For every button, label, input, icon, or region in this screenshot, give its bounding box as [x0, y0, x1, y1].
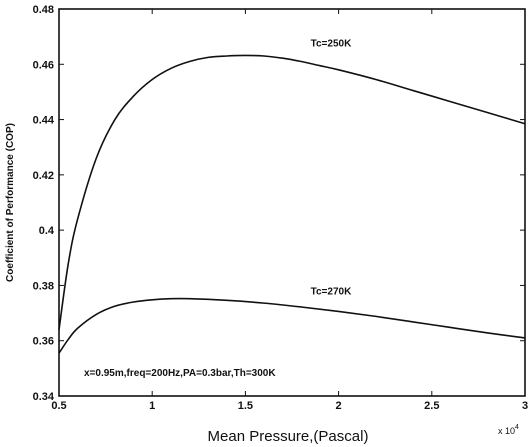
x-axis-multiplier: x 104	[498, 424, 519, 436]
y-tick-label: 0.4	[39, 225, 55, 237]
x-tick-label: 1	[149, 400, 155, 412]
y-axis-label: Coefficient of Performance (COP)	[5, 123, 16, 282]
chart-text: Coefficient of Performance (COP) Mean Pr…	[5, 123, 519, 445]
parameters-annotation: x=0.95m,freq=200Hz,PA=0.3bar,Th=300K	[84, 368, 276, 379]
y-tick-label: 0.34	[33, 391, 55, 403]
y-tick-label: 0.36	[33, 336, 54, 348]
x-tick-label: 2.5	[424, 400, 439, 412]
x-tick-label: 0.5	[51, 400, 66, 412]
plot-frame	[58, 8, 526, 397]
y-tick-label: 0.46	[33, 59, 54, 71]
y-tick-label: 0.48	[33, 4, 54, 16]
series-line-tc-270k	[58, 297, 526, 354]
x-tick-label: 2	[336, 400, 342, 412]
series-label: Tc=250K	[311, 38, 352, 49]
series-label: Tc=270K	[311, 286, 352, 297]
series-line-tc-250k	[58, 54, 526, 330]
axes: 0.5 1 1.5 2 2.5 3 0.34 0.36 0.38 0.4 0.42 0.44 0.46 0…	[33, 4, 528, 412]
y-tick-label: 0.44	[33, 115, 55, 127]
x-tick-label: 3	[522, 400, 528, 412]
y-tick-label: 0.42	[33, 170, 54, 182]
y-tick-label: 0.38	[33, 280, 54, 292]
plot-area: Tc=250K Tc=270K	[58, 38, 526, 354]
x-axis-label: Mean Pressure,(Pascal)	[208, 428, 369, 445]
x-tick-label: 1.5	[238, 400, 253, 412]
